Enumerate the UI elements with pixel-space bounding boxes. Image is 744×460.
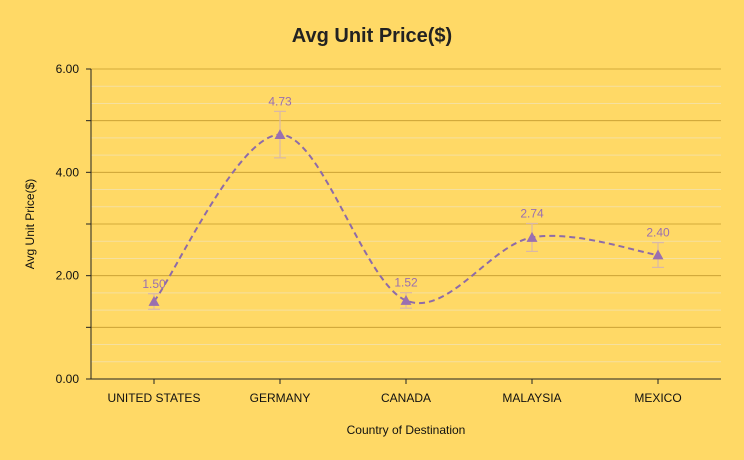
data-point-marker (652, 249, 664, 260)
y-tick-label: 2.00 (56, 269, 80, 283)
y-axis-title: Avg Unit Price($) (23, 179, 37, 269)
data-label: 2.40 (646, 226, 670, 240)
data-label: 1.52 (394, 276, 418, 290)
data-point-marker (526, 231, 538, 242)
y-tick-label: 6.00 (56, 62, 80, 76)
x-tick-label: UNITED STATES (108, 391, 201, 405)
x-axis-title: Country of Destination (347, 423, 466, 437)
x-tick-label: MALAYSIA (502, 391, 561, 405)
data-label: 2.74 (520, 206, 544, 220)
data-point-marker (148, 296, 160, 306)
data-label: 4.73 (268, 94, 292, 108)
series-line (153, 133, 659, 304)
x-tick-label: GERMANY (250, 391, 311, 405)
labels: 1.50 4.73 1.52 2.74 2.40 (142, 94, 670, 290)
axes: 0.00 2.00 4.00 6.00 UNITED STATES GERMANY CANA… (56, 62, 721, 405)
grid (91, 68, 721, 363)
x-tick-label: CANADA (381, 391, 431, 405)
y-tick-label: 4.00 (56, 165, 80, 179)
data-point-marker (400, 294, 412, 305)
y-tick-label: 0.00 (56, 372, 80, 386)
series (148, 110, 664, 310)
chart-title: Avg Unit Price($) (292, 25, 452, 47)
data-point-marker (274, 129, 286, 140)
x-tick-label: MEXICO (634, 391, 681, 405)
data-label: 1.50 (142, 277, 166, 291)
